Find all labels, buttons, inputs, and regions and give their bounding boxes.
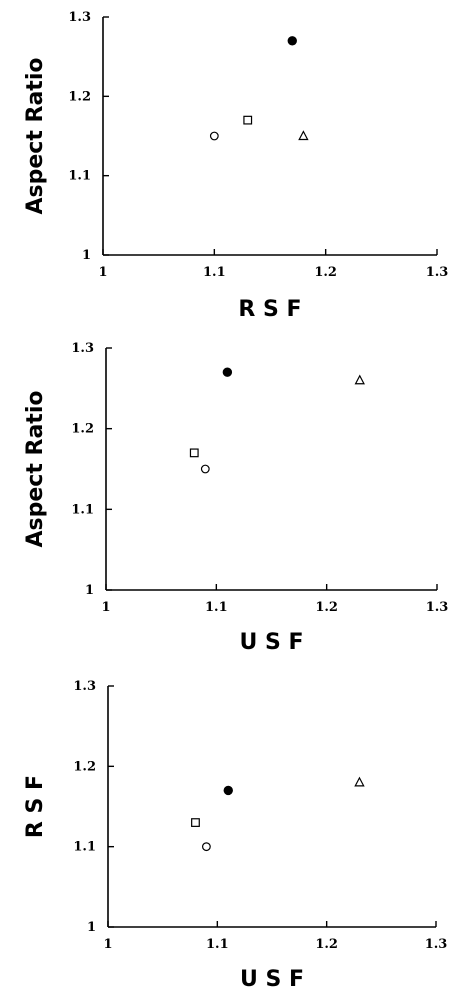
- x-tick-label: 1.3: [426, 265, 449, 280]
- x-tick-label: 1.2: [315, 600, 338, 615]
- y-tick-label: 1.3: [71, 341, 94, 356]
- y-tick-label: 1.1: [71, 502, 94, 517]
- data-point-open-triangle: [354, 776, 365, 787]
- x-axis-title: R S F: [238, 297, 301, 322]
- x-tick-label: 1.1: [205, 600, 228, 615]
- x-axis-title: U S F: [239, 630, 303, 655]
- chart-panel-middle: 1 1.1 1.2 1.3 1 1.1 1.2 1.3 U S F Aspect Ratio: [23, 341, 448, 655]
- y-tick-label: 1.1: [68, 169, 91, 184]
- y-tick-label: 1: [85, 583, 94, 598]
- x-axis-title: U S F: [240, 967, 304, 992]
- data-point-open-triangle: [354, 374, 365, 385]
- x-tick-label: 1: [101, 600, 110, 615]
- x-tick-label: 1.2: [315, 937, 338, 952]
- data-point-open-triangle: [298, 130, 309, 141]
- y-tick-label: 1.2: [71, 422, 94, 437]
- y-axis-title: R S F: [23, 775, 48, 838]
- x-tick-label: 1.3: [425, 937, 448, 952]
- x-tick-label: 1: [103, 937, 112, 952]
- x-tick-label: 1.1: [206, 937, 229, 952]
- y-axis-title: Aspect Ratio: [23, 58, 48, 215]
- data-point-filled-circle: [287, 36, 297, 46]
- data-point-open-square: [191, 818, 200, 827]
- y-tick-label: 1: [82, 248, 91, 263]
- y-tick-label: 1.3: [68, 10, 91, 25]
- data-point-open-square: [189, 448, 199, 458]
- data-point-open-square: [243, 115, 253, 125]
- y-tick-label: 1: [87, 920, 96, 935]
- x-tick-label: 1.3: [426, 600, 449, 615]
- y-tick-label: 1.2: [68, 89, 91, 104]
- x-tick-label: 1: [98, 265, 107, 280]
- data-point-filled-circle: [223, 785, 233, 796]
- chart-panel-bottom: 1 1.1 1.2 1.3 1 1.1 1.2 1.3 U S F R S F: [23, 679, 447, 992]
- data-point-filled-circle: [222, 367, 233, 377]
- chart-panel-top: 1 1.1 1.2 1.3 1 1.1 1.2 1.3 R S F Aspect Ratio: [23, 10, 448, 322]
- x-tick-label: 1.1: [203, 265, 226, 280]
- y-tick-label: 1.3: [73, 679, 96, 694]
- y-tick-label: 1.2: [73, 759, 96, 774]
- y-tick-label: 1.1: [73, 840, 96, 855]
- data-point-open-circle: [201, 842, 211, 852]
- y-axis-title: Aspect Ratio: [23, 391, 48, 548]
- x-tick-label: 1.2: [314, 265, 337, 280]
- data-point-open-circle: [200, 464, 210, 474]
- data-point-open-circle: [209, 131, 219, 141]
